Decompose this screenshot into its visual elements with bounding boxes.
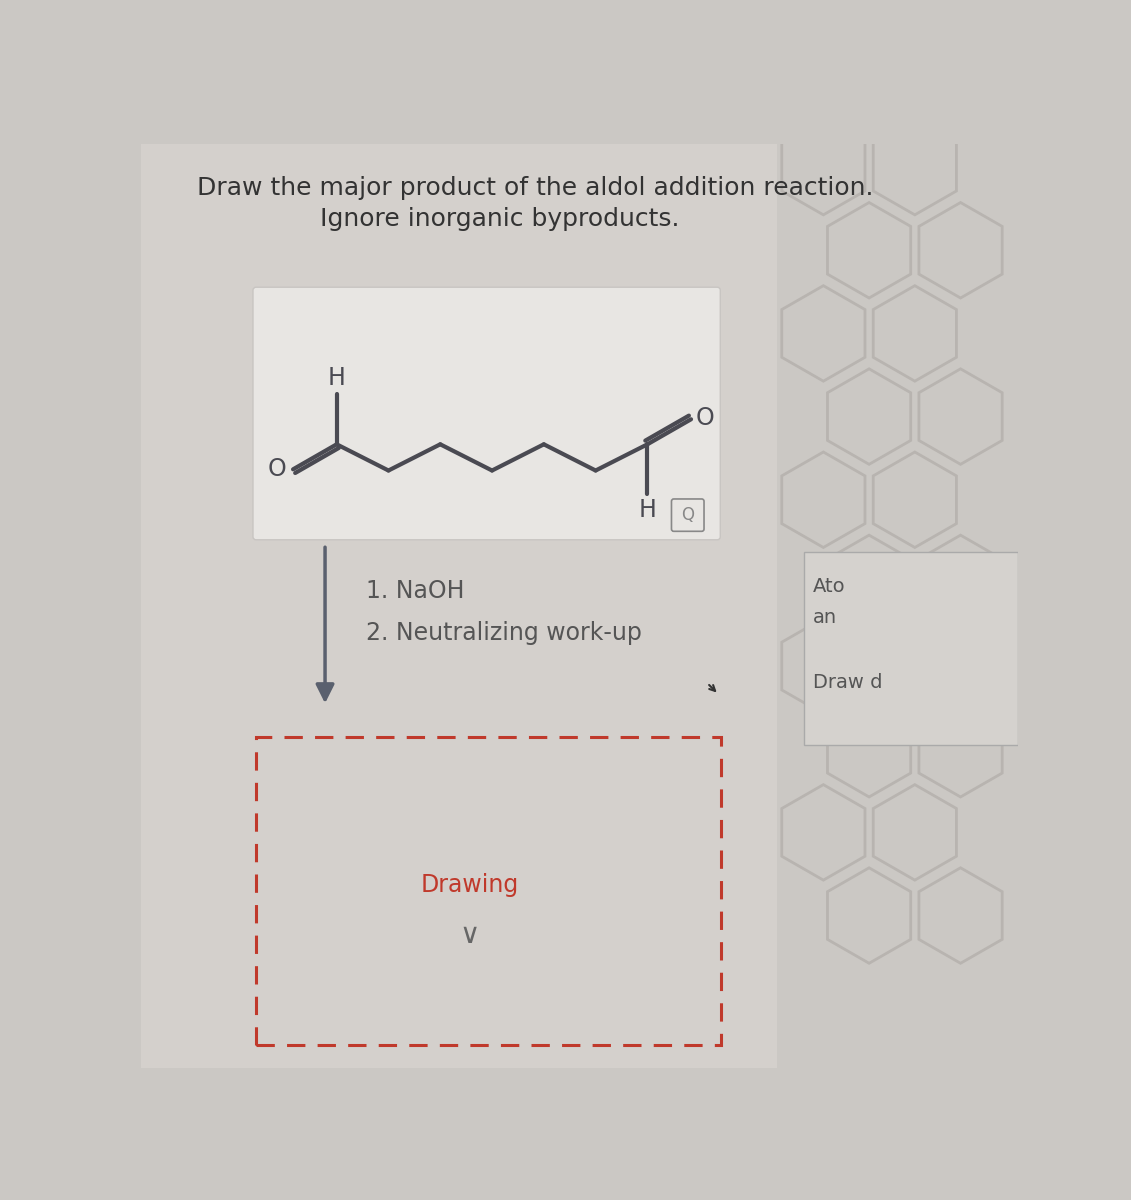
Text: 2. Neutralizing work-up: 2. Neutralizing work-up	[366, 620, 642, 644]
Bar	[141, 144, 777, 1068]
Text: an: an	[813, 608, 837, 628]
Text: H: H	[328, 366, 346, 390]
Bar	[256, 737, 722, 1045]
Bar	[804, 552, 1018, 744]
Text: 1. NaOH: 1. NaOH	[366, 578, 465, 602]
Text: ∨: ∨	[460, 920, 480, 949]
Text: H: H	[639, 498, 656, 522]
Text: Draw the major product of the aldol addition reaction.: Draw the major product of the aldol addi…	[197, 176, 873, 200]
Text: O: O	[268, 457, 287, 481]
FancyBboxPatch shape	[253, 287, 720, 540]
Text: Q: Q	[681, 506, 694, 524]
Text: Drawing: Drawing	[421, 872, 519, 896]
Text: Draw d: Draw d	[813, 673, 883, 692]
Text: O: O	[696, 406, 715, 430]
Text: Ato: Ato	[813, 577, 846, 596]
Text: Ignore inorganic byproducts.: Ignore inorganic byproducts.	[320, 208, 679, 232]
